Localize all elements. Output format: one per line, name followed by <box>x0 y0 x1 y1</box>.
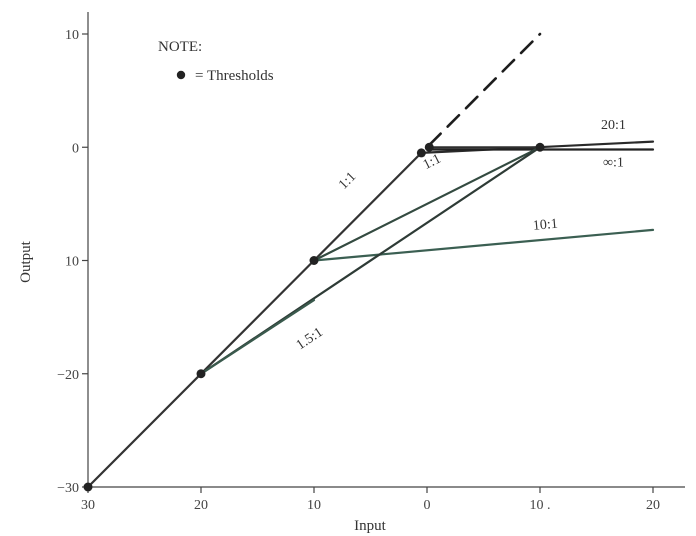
y-tick-label: −30 <box>57 481 79 496</box>
x-tick-label: 30 <box>81 498 95 513</box>
series-label-4: 1:1 <box>421 152 444 173</box>
threshold-point-0 <box>83 482 93 492</box>
legend-threshold-label: = Thresholds <box>195 68 274 84</box>
points-layer <box>83 142 545 492</box>
threshold-point-5 <box>535 142 545 152</box>
series-line-0 <box>86 151 423 489</box>
series-label-3: ∞:1 <box>603 156 624 171</box>
y-tick-label: 0 <box>72 141 79 156</box>
series-line-4 <box>312 146 542 262</box>
series-label-0: 1:1 <box>336 169 359 192</box>
x-axis-title: Input <box>354 518 386 534</box>
threshold-point-1 <box>196 369 206 379</box>
y-tick-label: 10 <box>65 28 79 43</box>
threshold-point-4 <box>424 142 434 152</box>
legend-heading: NOTE: <box>158 39 202 55</box>
series-line-5 <box>312 228 655 262</box>
x-tick-label: 20 <box>646 498 660 513</box>
series-label-5: 10:1 <box>532 217 558 234</box>
y-axis-title: Output <box>18 240 34 283</box>
threshold-point-3 <box>416 148 426 158</box>
series-label-2: 20:1 <box>601 118 626 133</box>
series-line-1 <box>428 32 542 147</box>
series-layer <box>86 32 655 489</box>
x-tick-label: 0 <box>424 498 431 513</box>
y-tick-label: 10 <box>65 255 79 270</box>
legend: NOTE: = Thresholds <box>158 39 274 84</box>
labels-layer: 1:1 20:1 ∞:1 1:1 10:1 1.5:1 <box>294 118 626 353</box>
legend-threshold-dot <box>176 70 186 80</box>
threshold-point-2 <box>309 256 319 265</box>
x-tick-label: 10 <box>307 498 321 513</box>
y-tick-label: −20 <box>57 368 79 383</box>
series-label-6: 1.5:1 <box>294 325 326 353</box>
axes-layer: −30 −20 10 0 10 30 20 10 0 10 . 20 <box>57 12 685 513</box>
x-tick-label: 20 <box>194 498 208 513</box>
x-tick-label: 10 . <box>530 498 551 513</box>
series-line-7 <box>199 299 316 375</box>
